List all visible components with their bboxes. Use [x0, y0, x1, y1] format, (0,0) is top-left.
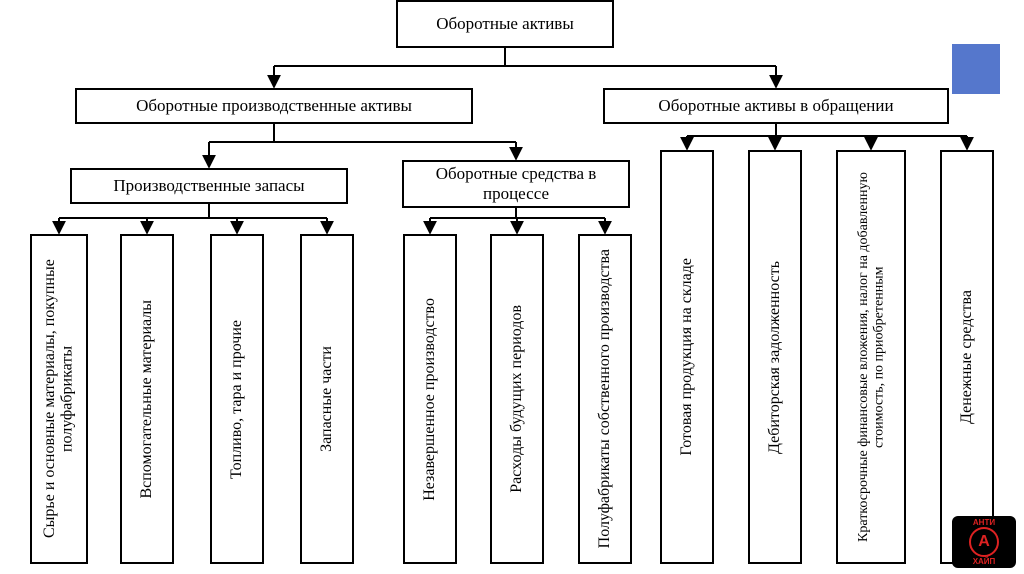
leaf-label: Краткосрочные финансовые вложения, налог… [856, 160, 887, 554]
node-label: Оборотные производственные активы [136, 96, 412, 116]
leaf-label: Вспомогательные материалы [138, 300, 156, 499]
leaf-label: Запасные части [318, 346, 336, 452]
node-label: Оборотные активы в обращении [658, 96, 893, 116]
leaf-finished-goods: Готовая продукция на складе [660, 150, 714, 564]
node-circulation-assets: Оборотные активы в обращении [603, 88, 949, 124]
leaf-label: Топливо, тара и прочие [228, 320, 246, 479]
logo-icon: A [969, 527, 999, 557]
node-label: Производственные запасы [113, 176, 304, 196]
node-production-assets: Оборотные производственные активы [75, 88, 473, 124]
leaf-spare-parts: Запасные части [300, 234, 354, 564]
leaf-label: Сырье и основные материалы, покупные пол… [41, 244, 76, 554]
leaf-cash: Денежные средства [940, 150, 994, 564]
watermark-logo: АНТИ A ХАЙП [952, 516, 1016, 568]
logo-top: АНТИ [973, 518, 995, 527]
leaf-short-term-investments: Краткосрочные финансовые вложения, налог… [836, 150, 906, 564]
node-stocks: Производственные запасы [70, 168, 348, 204]
logo-bottom: ХАЙП [973, 557, 996, 566]
leaf-fuel: Топливо, тара и прочие [210, 234, 264, 564]
leaf-label: Дебиторская задолженность [766, 261, 784, 454]
leaf-aux-materials: Вспомогательные материалы [120, 234, 174, 564]
leaf-label: Полуфабрикаты собственного производства [596, 249, 614, 548]
leaf-label: Расходы будущих периодов [508, 305, 526, 493]
node-label: Оборотные средства в процессе [410, 164, 622, 203]
leaf-raw-materials: Сырье и основные материалы, покупные пол… [30, 234, 88, 564]
node-root: Оборотные активы [396, 0, 614, 48]
leaf-wip: Незавершенное производство [403, 234, 457, 564]
leaf-label: Денежные средства [958, 290, 976, 424]
leaf-label: Незавершенное производство [421, 298, 439, 501]
leaf-future-expenses: Расходы будущих периодов [490, 234, 544, 564]
leaf-semi-finished: Полуфабрикаты собственного производства [578, 234, 632, 564]
accent-block [952, 44, 1000, 94]
leaf-label: Готовая продукция на складе [678, 258, 696, 456]
leaf-receivables: Дебиторская задолженность [748, 150, 802, 564]
node-process: Оборотные средства в процессе [402, 160, 630, 208]
node-root-label: Оборотные активы [436, 14, 574, 34]
